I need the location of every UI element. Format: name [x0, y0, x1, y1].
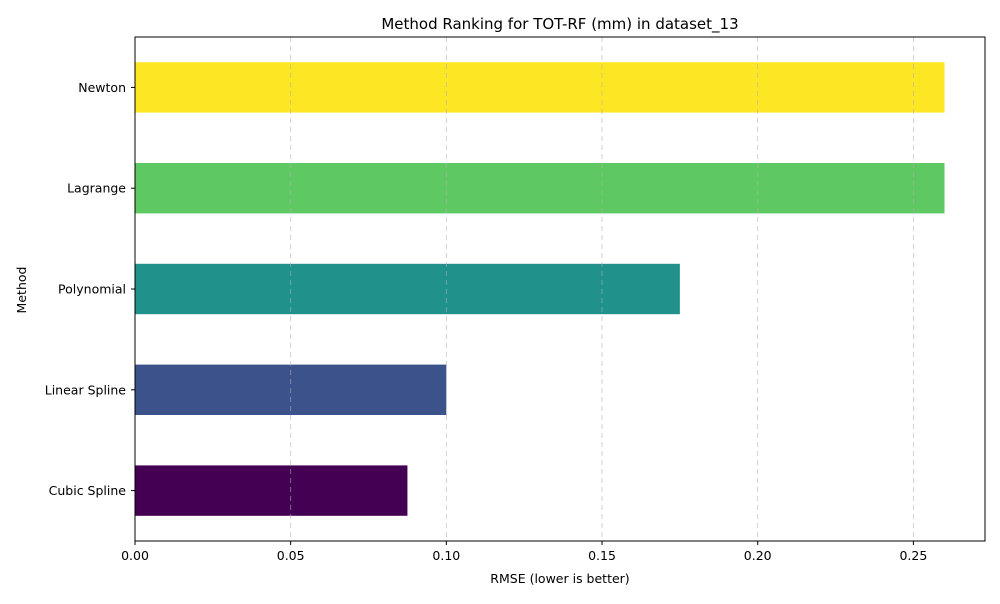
bar-newton [135, 62, 945, 113]
axis-layer: 0.00 0.05 0.10 0.15 0.20 0.25 Cubic Spline Line… [45, 36, 986, 563]
x-tick-label: 0.00 [121, 548, 149, 563]
y-tick-label: Polynomial [58, 282, 126, 297]
chart-title: Method Ranking for TOT-RF (mm) in datase… [381, 15, 738, 34]
y-tick-label: Linear Spline [45, 382, 127, 397]
y-tick-label: Newton [78, 80, 126, 95]
y-tick-label: Cubic Spline [49, 483, 127, 498]
x-tick-label: 0.15 [588, 548, 616, 563]
y-axis-label: Method [14, 267, 29, 314]
y-tick-label: Lagrange [67, 181, 126, 196]
x-tick-label: 0.25 [899, 548, 927, 563]
bar-layer [135, 62, 945, 516]
bar-polynomial [135, 263, 680, 315]
bar-cubic-spline [135, 465, 408, 516]
x-tick-label: 0.10 [432, 548, 460, 563]
x-axis-label: RMSE (lower is better) [490, 571, 629, 586]
x-tick-label: 0.20 [744, 548, 772, 563]
x-tick-label: 0.05 [277, 548, 305, 563]
bar-lagrange [135, 163, 945, 214]
